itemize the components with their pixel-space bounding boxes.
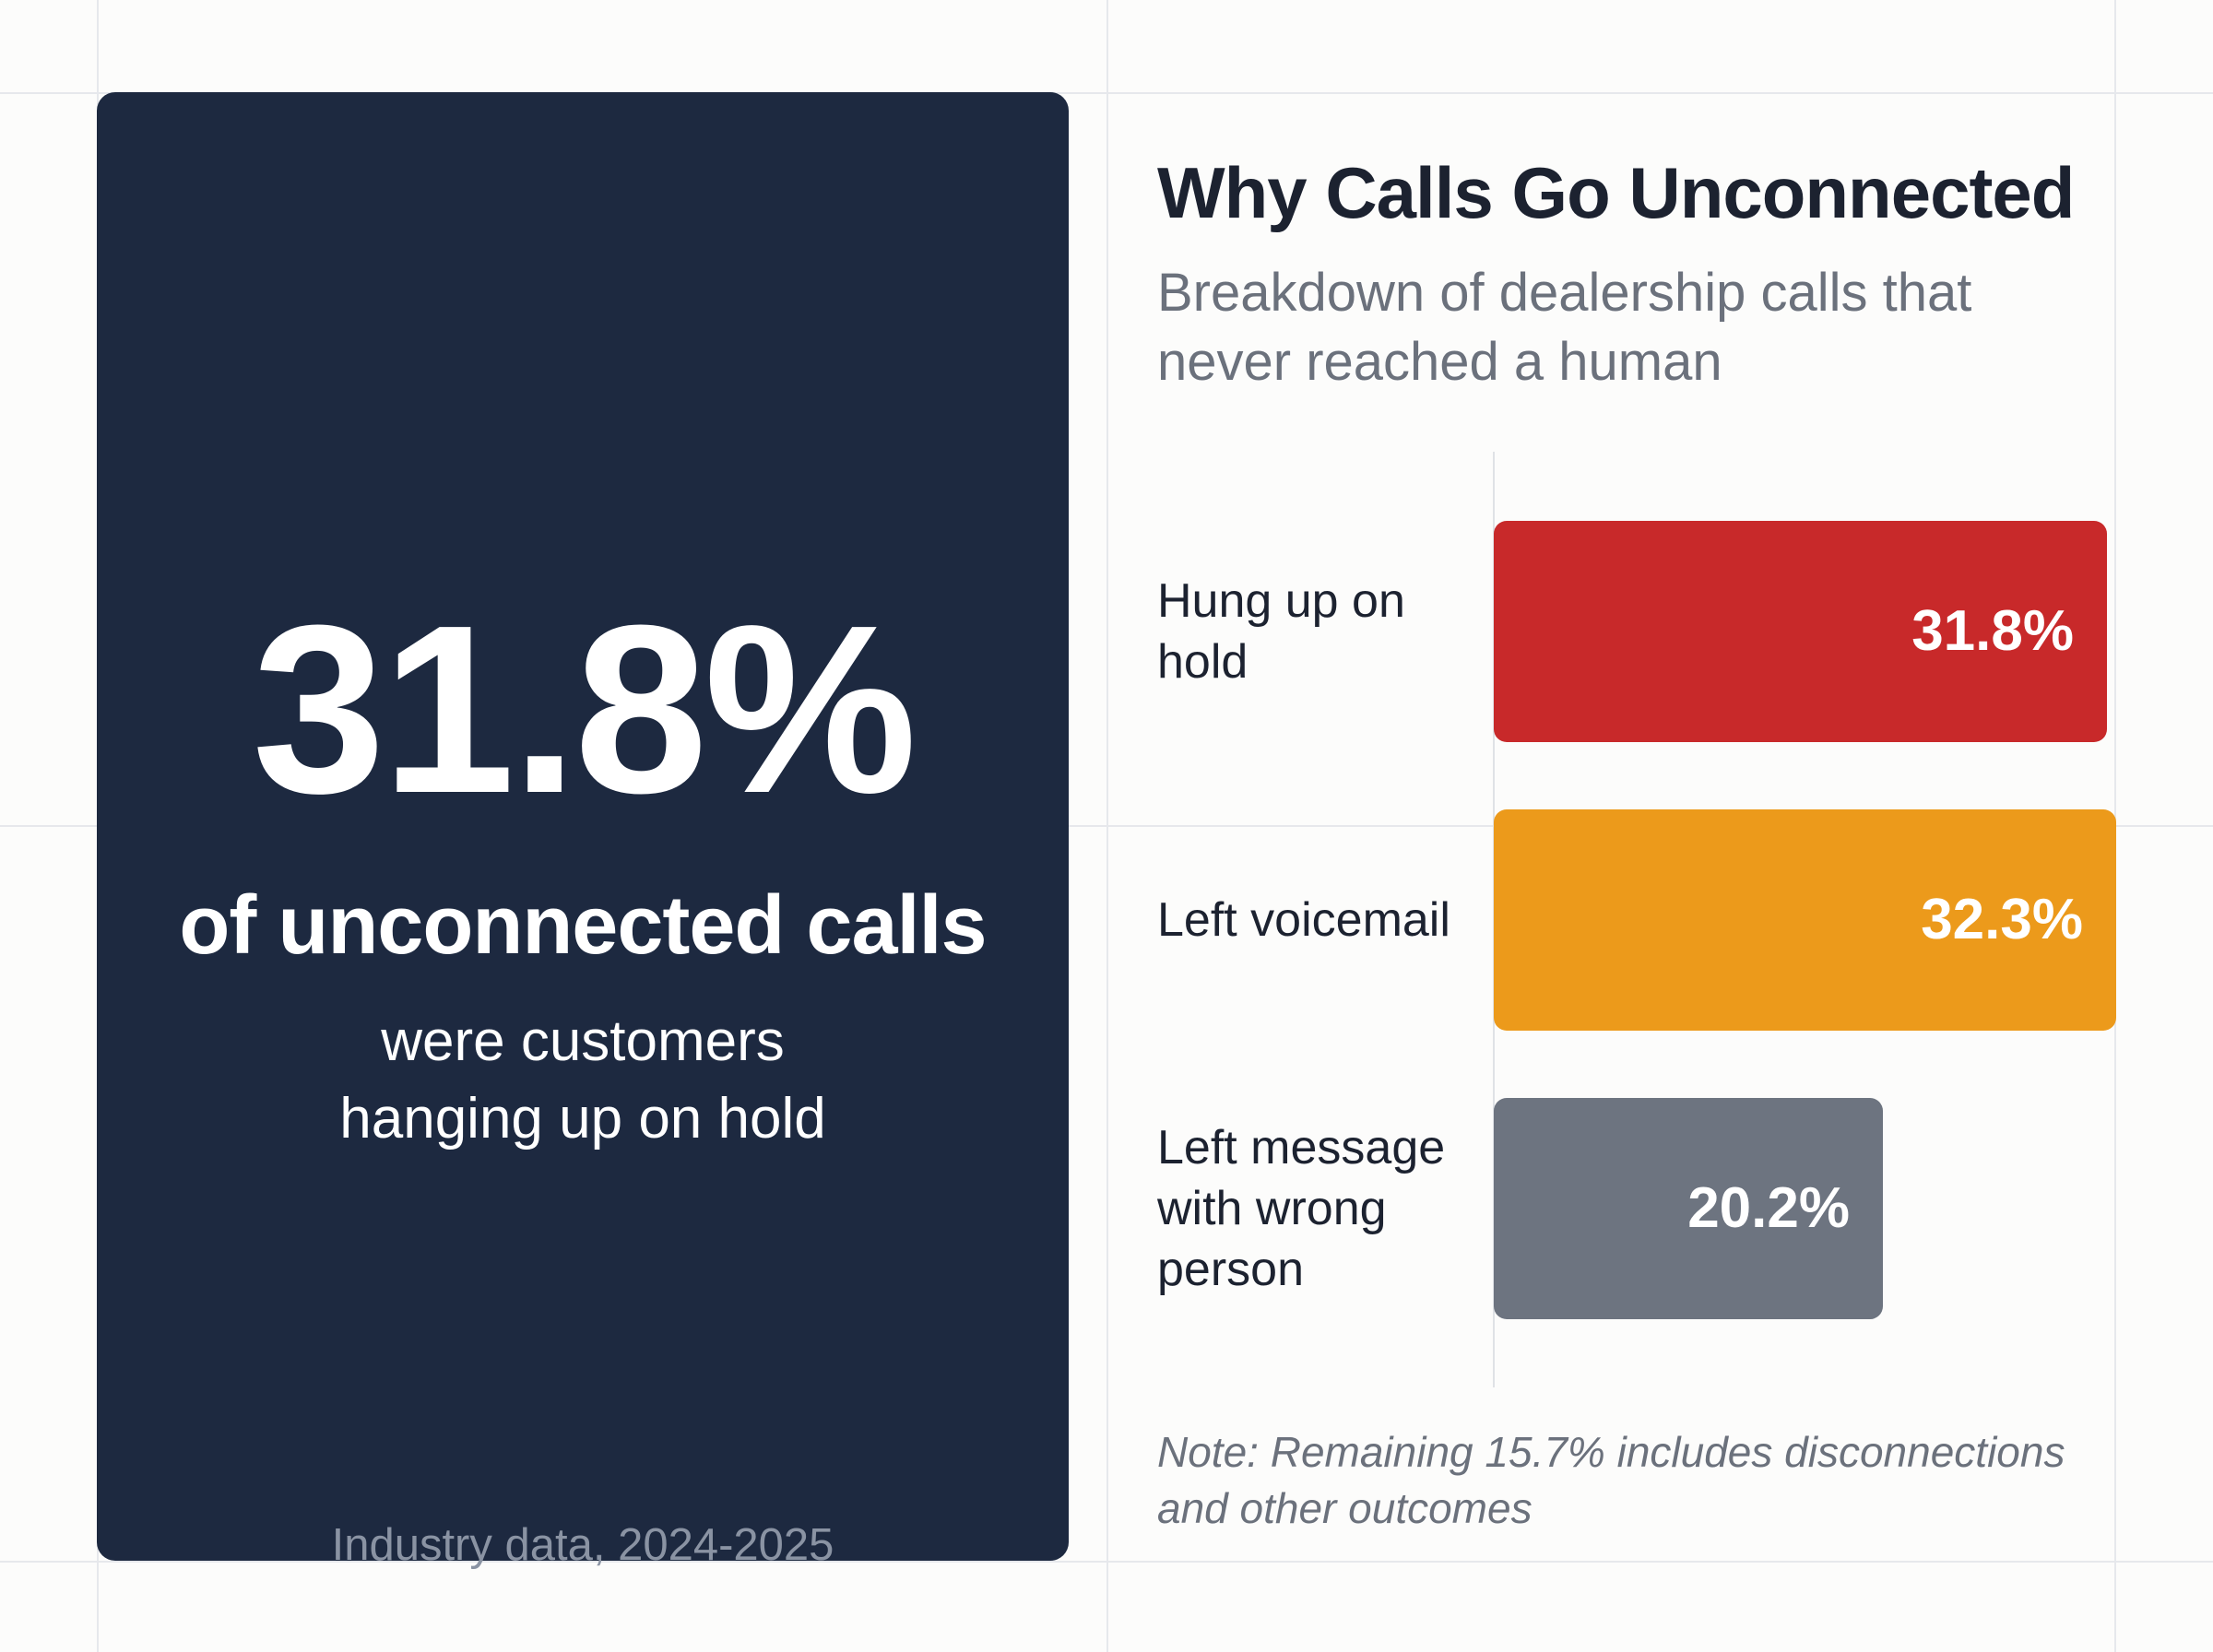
stat-source: Industry data, 2024-2025 — [331, 1520, 834, 1570]
category-label-line: Left voicemail — [1157, 893, 1450, 947]
category-label-line: hold — [1157, 635, 1249, 689]
category-label: Hung up on hold — [1157, 571, 1489, 692]
category-label-line: person — [1157, 1243, 1304, 1296]
category-label-line: Hung up on — [1157, 574, 1405, 628]
chart-title: Why Calls Go Unconnected — [1157, 152, 2075, 233]
category-label: Left voicemail — [1157, 890, 1489, 950]
chart-note: Note: Remaining 15.7% includes disconnec… — [1157, 1424, 2125, 1537]
bar-value-label: 20.2% — [1687, 1176, 1850, 1240]
category-label: Left message with wrong person — [1157, 1117, 1489, 1300]
category-label-line: Left message — [1157, 1121, 1446, 1174]
chart-note-line: and other outcomes — [1157, 1484, 1533, 1532]
bar — [1494, 1098, 1883, 1319]
category-label-line: with wrong — [1157, 1182, 1387, 1235]
stat-detail-line: were customers — [381, 1009, 785, 1073]
chart-note-line: Note: Remaining 15.7% includes disconnec… — [1157, 1428, 2065, 1476]
chart-subtitle: Breakdown of dealership calls that never… — [1157, 258, 2079, 396]
chart-subtitle-line: Breakdown of dealership calls that — [1157, 263, 1972, 323]
bar-value-label: 32.3% — [1921, 888, 2083, 951]
stat-card: 31.8% of unconnected calls were customer… — [97, 92, 1069, 1568]
bar — [1494, 809, 2116, 1031]
grid-line — [0, 825, 2213, 827]
grid-line — [0, 1561, 2213, 1563]
bar — [1494, 521, 2107, 742]
chart-subtitle-line: never reached a human — [1157, 332, 1722, 392]
bar-value-label: 31.8% — [1911, 599, 2074, 663]
stat-detail-line: hanging up on hold — [339, 1087, 826, 1150]
grid-line — [0, 92, 2213, 94]
stat-description: of unconnected calls — [179, 879, 987, 972]
stat-detail: were customers hanging up on hold — [97, 1003, 1069, 1158]
stat-value: 31.8% — [252, 576, 917, 844]
